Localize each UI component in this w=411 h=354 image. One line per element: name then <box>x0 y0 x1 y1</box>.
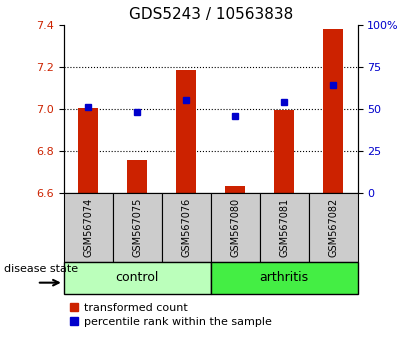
Bar <box>309 193 358 262</box>
Bar <box>225 185 245 193</box>
Bar <box>113 193 162 262</box>
Text: GSM567082: GSM567082 <box>328 198 338 257</box>
Text: GSM567081: GSM567081 <box>279 198 289 257</box>
Title: GDS5243 / 10563838: GDS5243 / 10563838 <box>129 7 293 22</box>
Bar <box>260 193 309 262</box>
Text: GSM567075: GSM567075 <box>132 198 142 257</box>
Bar <box>211 262 358 294</box>
Text: GSM567080: GSM567080 <box>230 198 240 257</box>
Text: control: control <box>115 272 159 284</box>
Text: GSM567076: GSM567076 <box>181 198 191 257</box>
Bar <box>162 193 211 262</box>
Bar <box>64 262 210 294</box>
Bar <box>127 160 147 193</box>
Bar <box>64 193 113 262</box>
Bar <box>323 29 343 193</box>
Bar <box>274 110 294 193</box>
Text: GSM567074: GSM567074 <box>83 198 93 257</box>
Text: arthritis: arthritis <box>259 272 309 284</box>
Bar <box>79 108 98 193</box>
Bar <box>176 70 196 193</box>
Text: disease state: disease state <box>4 264 78 274</box>
Legend: transformed count, percentile rank within the sample: transformed count, percentile rank withi… <box>69 303 272 327</box>
Bar <box>211 193 260 262</box>
